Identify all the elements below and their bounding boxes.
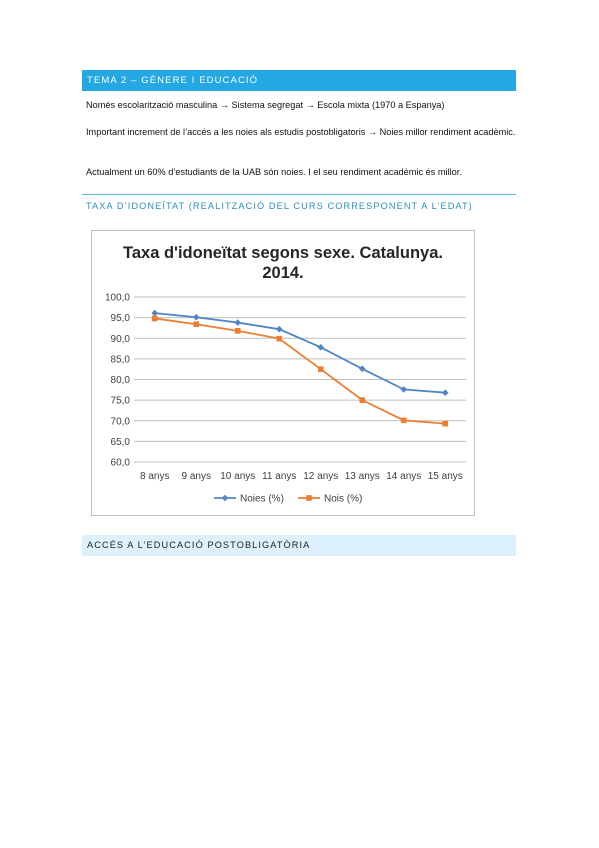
- series-line: [154, 317, 446, 425]
- line-chart: Taxa d'idoneïtat segons sexe. Catalunya.…: [105, 244, 466, 505]
- data-point: [441, 389, 449, 396]
- y-tick-label: 65,0: [111, 437, 131, 448]
- legend-label: Noies (%): [240, 494, 284, 505]
- data-point: [358, 365, 366, 373]
- data-point: [275, 325, 283, 333]
- data-point: [234, 328, 241, 334]
- data-point: [151, 315, 158, 322]
- legend-marker: [306, 495, 312, 501]
- x-tick-label: 13 anys: [345, 471, 380, 482]
- section-title: ACCÉS A L’EDUCACIÓ POSTOBLIGATÒRIA: [87, 540, 311, 550]
- y-tick-label: 100,0: [105, 293, 130, 304]
- data-point: [400, 417, 407, 424]
- chart-title-line-1: Taxa d'idoneïtat segons sexe. Catalunya.: [123, 244, 443, 262]
- x-tick-label: 15 anys: [428, 471, 463, 482]
- y-tick-label: 95,0: [111, 313, 131, 324]
- data-point: [317, 344, 325, 351]
- x-tick-label: 11 anys: [262, 471, 296, 482]
- data-point: [359, 397, 366, 403]
- data-point: [442, 420, 449, 427]
- data-point: [400, 386, 408, 393]
- data-point: [234, 319, 242, 326]
- grid: [134, 296, 466, 463]
- divider: [82, 194, 516, 195]
- data-point: [276, 335, 283, 342]
- paragraph-3: Actualment un 60% d’estudiants de la UAB…: [86, 167, 462, 177]
- paragraph-1: Només escolarització masculina → Sistema…: [86, 100, 445, 110]
- x-tick-label: 12 anys: [303, 471, 338, 482]
- y-tick-label: 85,0: [111, 354, 131, 365]
- legend-marker: [221, 494, 229, 502]
- x-tick-label: 8 anys: [140, 471, 169, 482]
- subsection-title: TAXA D’IDONEÏTAT (REALITZACIÓ DEL CURS C…: [86, 201, 473, 211]
- y-tick-label: 70,0: [111, 416, 131, 427]
- chart-frame: Taxa d'idoneïtat segons sexe. Catalunya.…: [91, 230, 475, 516]
- y-tick-label: 60,0: [111, 458, 131, 469]
- data-point: [151, 309, 159, 317]
- x-tick-label: 9 anys: [182, 471, 211, 482]
- x-tick-label: 10 anys: [220, 471, 255, 482]
- y-tick-label: 80,0: [111, 375, 131, 386]
- legend-label: Nois (%): [324, 494, 362, 505]
- legend: Noies (%) Nois (%): [214, 494, 362, 505]
- y-tick-label: 90,0: [111, 334, 131, 345]
- y-axis-labels: 60,0 65,0 70,0 75,0 80,0 85,0 90,0 95,0 100,0: [105, 293, 130, 469]
- series-lines: [151, 309, 449, 427]
- data-point: [193, 321, 200, 328]
- x-axis-labels: 8 anys 9 anys 10 anys 11 anys 12 anys 13 anys…: [140, 471, 463, 482]
- data-point: [317, 366, 324, 372]
- x-tick-label: 14 anys: [386, 471, 421, 482]
- section-header-tema2: TEMA 2 – GÈNERE I EDUCACIÓ: [82, 70, 516, 91]
- chart-title-line-2: 2014.: [262, 264, 303, 282]
- series-line: [154, 312, 446, 394]
- y-tick-label: 75,0: [111, 396, 131, 407]
- data-point: [192, 313, 200, 321]
- section-header-acces: ACCÉS A L’EDUCACIÓ POSTOBLIGATÒRIA: [82, 535, 516, 556]
- section-title: TEMA 2 – GÈNERE I EDUCACIÓ: [87, 75, 259, 86]
- paragraph-2: Important increment de l’accés a les noi…: [86, 127, 516, 137]
